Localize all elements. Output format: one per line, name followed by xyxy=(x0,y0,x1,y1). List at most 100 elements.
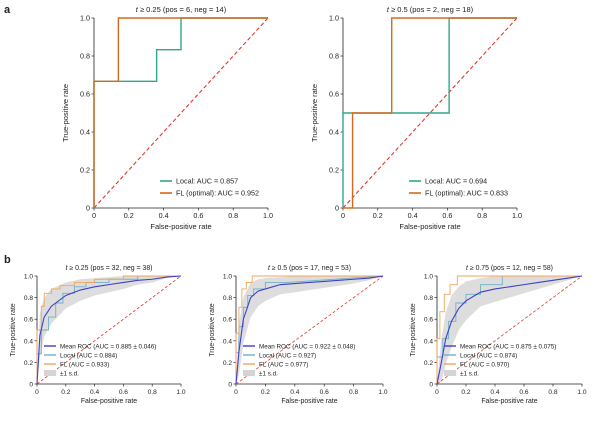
legend-label: FL (AUC = 0.933) xyxy=(60,361,109,368)
x-tick-label: 0 xyxy=(435,389,439,396)
legend-swatch-band xyxy=(44,370,56,376)
legend-label: Local (AUC = 0.884) xyxy=(60,352,117,359)
y-tick-label: 1.0 xyxy=(424,274,433,281)
roc-panel-2: t ≥ 0.5 (pos = 2, neg = 18) 0 0.2 0.4 0.6 0.8… xyxy=(310,5,522,231)
x-tick-label: 0.8 xyxy=(148,389,157,396)
legend-label: Mean ROC (AUC = 0.885 ± 0.046) xyxy=(60,343,156,350)
x-tick-label: 0.4 xyxy=(159,211,169,220)
std-band xyxy=(236,276,383,384)
x-tick-label: 0.2 xyxy=(124,211,134,220)
x-tick-label: 0.6 xyxy=(519,389,528,396)
legend-label: ±1 s.d. xyxy=(460,370,479,377)
y-tick-label: 0.6 xyxy=(24,317,33,324)
y-tick-label: 0.8 xyxy=(424,295,433,302)
x-tick-label: 1.0 xyxy=(378,389,387,396)
x-tick-label: 0.8 xyxy=(548,389,557,396)
legend-swatch-band xyxy=(243,370,255,376)
y-tick-label: 0.8 xyxy=(80,52,90,61)
y-tick-label: 0.6 xyxy=(424,317,433,324)
charts-container: t ≥ 0.25 (pos = 6, neg = 14) 0 0.2 0.4 0.6 0.… xyxy=(10,5,587,405)
x-tick-label: 0.8 xyxy=(477,211,487,220)
legend: Mean ROC (AUC = 0.885 ± 0.046) Local (AUC… xyxy=(44,343,156,377)
panel-title: t ≥ 0.75 (pos = 12, neg = 58) xyxy=(466,265,553,272)
roc-panel-1: t ≥ 0.25 (pos = 6, neg = 14) 0 0.2 0.4 0.6 0.… xyxy=(61,5,273,231)
y-tick-label: 0.4 xyxy=(329,128,339,137)
y-axis-label: True-positive rate xyxy=(61,84,70,142)
panel-title: t ≥ 0.5 (pos = 17, neg = 53) xyxy=(268,265,351,272)
legend: Local: AUC = 0.857 FL (optimal): AUC = 0.… xyxy=(160,177,259,198)
legend-label: ±1 s.d. xyxy=(60,370,79,377)
y-axis-label: True-positive rate xyxy=(310,84,319,142)
roc-line-fl xyxy=(436,275,582,384)
panel-label-a: a xyxy=(4,4,11,16)
roc-panel-5: t ≥ 0.75 (pos = 12, neg = 58) 0 0.2 0.4 0.6 0… xyxy=(410,265,587,405)
y-axis-label: True-positive rate xyxy=(10,303,17,357)
legend: Local: AUC = 0.694 FL (optimal): AUC = 0.… xyxy=(409,177,508,198)
std-band xyxy=(37,276,181,384)
legend-label: ±1 s.d. xyxy=(259,370,278,377)
roc-line-fl-optimal xyxy=(93,17,268,208)
x-tick-label: 0.4 xyxy=(90,389,99,396)
legend-label: Local (AUC = 0.927) xyxy=(259,352,316,359)
legend-label: FL (optimal): AUC = 0.833 xyxy=(425,189,508,198)
legend-label: Local: AUC = 0.857 xyxy=(176,177,238,186)
y-tick-label: 0.6 xyxy=(223,317,232,324)
legend: Mean ROC (AUC = 0.875 ± 0.075) Local (AUC… xyxy=(444,343,556,377)
y-tick-label: 0.8 xyxy=(329,52,339,61)
legend-label: Mean ROC (AUC = 0.922 ± 0.048) xyxy=(259,343,355,350)
y-tick-label: 0 xyxy=(429,382,433,389)
chance-diagonal-line xyxy=(436,275,583,385)
x-tick-label: 0.2 xyxy=(261,389,270,396)
x-axis-label: False-positive rate xyxy=(399,222,460,231)
panel-label-b: b xyxy=(4,254,11,266)
legend-swatch-band xyxy=(444,370,456,376)
x-tick-label: 1.0 xyxy=(263,211,273,220)
x-tick-label: 0 xyxy=(92,211,96,220)
roc-panel-4: t ≥ 0.5 (pos = 17, neg = 53) 0 0.2 0.4 0.6 0.… xyxy=(209,265,388,405)
y-tick-label: 1.0 xyxy=(223,274,232,281)
legend-label: Local: AUC = 0.694 xyxy=(425,177,487,186)
x-axis-label: False-positive rate xyxy=(481,398,537,405)
x-tick-label: 0.2 xyxy=(61,389,70,396)
std-band xyxy=(437,276,582,384)
x-tick-label: 0.4 xyxy=(290,389,299,396)
x-tick-label: 0.6 xyxy=(442,211,452,220)
y-tick-label: 0.4 xyxy=(24,338,33,345)
x-tick-label: 0.2 xyxy=(461,389,470,396)
legend-label: Mean ROC (AUC = 0.875 ± 0.075) xyxy=(460,343,556,350)
y-tick-label: 1.0 xyxy=(80,14,90,23)
legend-label: Local (AUC = 0.874) xyxy=(460,352,517,359)
y-tick-label: 0.4 xyxy=(424,338,433,345)
x-tick-label: 1.0 xyxy=(512,211,522,220)
roc-line-fl xyxy=(36,275,181,384)
y-tick-label: 0 xyxy=(86,204,90,213)
y-tick-label: 0.8 xyxy=(24,295,33,302)
y-tick-label: 0.6 xyxy=(329,90,339,99)
roc-line-mean-roc xyxy=(235,275,384,385)
roc-line-mean-roc xyxy=(36,275,182,385)
panel-title: t ≥ 0.25 (pos = 32, neg = 38) xyxy=(66,265,153,272)
legend-label: FL (AUC = 0.970) xyxy=(460,361,509,368)
x-axis-label: False-positive rate xyxy=(81,398,137,405)
x-tick-label: 0 xyxy=(35,389,39,396)
panel-title: t ≥ 0.25 (pos = 6, neg = 14) xyxy=(136,5,227,14)
legend: Mean ROC (AUC = 0.922 ± 0.048) Local (AUC… xyxy=(243,343,355,377)
y-axis-label: True-positive rate xyxy=(209,303,216,357)
panel-title: t ≥ 0.5 (pos = 2, neg = 18) xyxy=(387,5,474,14)
chance-diagonal-line xyxy=(36,275,182,385)
roc-line-fl xyxy=(235,275,383,384)
chance-diagonal-line xyxy=(342,17,518,209)
x-tick-label: 1.0 xyxy=(577,389,586,396)
roc-panel-3: t ≥ 0.25 (pos = 32, neg = 38) 0 0.2 0.4 0.6 0… xyxy=(10,265,186,405)
roc-line-local xyxy=(436,275,582,384)
x-tick-label: 0.8 xyxy=(349,389,358,396)
x-tick-label: 0.6 xyxy=(119,389,128,396)
x-tick-label: 0.4 xyxy=(490,389,499,396)
x-tick-label: 0.6 xyxy=(193,211,203,220)
y-tick-label: 0.2 xyxy=(424,360,433,367)
roc-line-fl-optimal xyxy=(343,17,517,209)
y-tick-label: 0.8 xyxy=(223,295,232,302)
x-tick-label: 0 xyxy=(341,211,345,220)
y-tick-label: 0.6 xyxy=(80,90,90,99)
